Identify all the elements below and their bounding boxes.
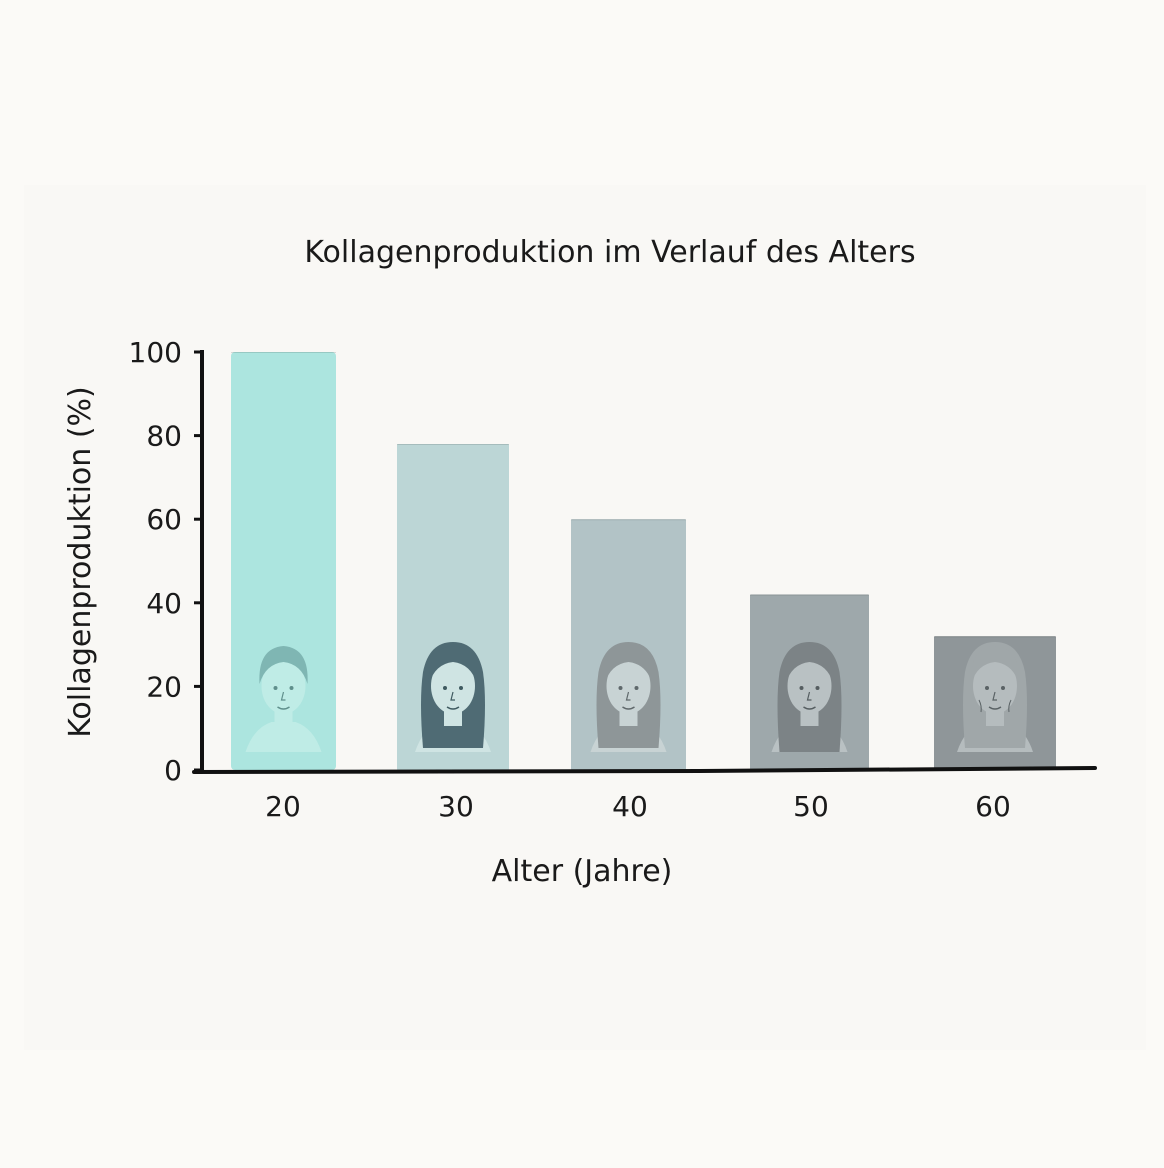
face-eye-right bbox=[289, 686, 294, 690]
chart-title: Kollagenproduktion im Verlauf des Alters bbox=[304, 235, 915, 270]
bar-group bbox=[397, 443, 509, 770]
x-tick-label: 50 bbox=[793, 790, 829, 823]
y-axis-label: Kollagenproduktion (%) bbox=[63, 386, 98, 738]
x-axis-label: Alter (Jahre) bbox=[492, 854, 673, 889]
face-eye-right bbox=[634, 686, 639, 690]
bar-group bbox=[231, 352, 336, 770]
face-eye-left bbox=[273, 686, 278, 690]
face-eye-right bbox=[1001, 686, 1005, 690]
face-nose bbox=[992, 691, 997, 701]
y-tick-label: 40 bbox=[146, 587, 182, 620]
face-hair-top bbox=[604, 646, 653, 684]
middle-aged-woman-face-icon bbox=[771, 642, 848, 752]
x-tick-label: 60 bbox=[975, 790, 1011, 823]
bar-group bbox=[934, 636, 1056, 770]
young-woman-face-icon bbox=[415, 642, 491, 752]
adult-woman-face-icon bbox=[590, 642, 667, 752]
face-shoulders bbox=[245, 722, 322, 752]
bars-layer bbox=[231, 352, 1056, 770]
face-head bbox=[261, 658, 306, 714]
face-hair-top bbox=[259, 646, 308, 684]
bar-group bbox=[571, 519, 686, 770]
face-hair-top bbox=[428, 646, 478, 684]
face-hair-top bbox=[785, 646, 834, 684]
face-mouth bbox=[446, 706, 460, 710]
face-eye-left bbox=[985, 686, 989, 690]
x-tick-label: 40 bbox=[612, 790, 648, 823]
y-tick-label: 0 bbox=[164, 754, 182, 787]
face-hair-top bbox=[970, 646, 1020, 684]
face-mouth bbox=[277, 706, 290, 710]
face-nose bbox=[806, 691, 812, 701]
face-nose bbox=[450, 691, 455, 701]
x-ticks: 20 30 40 50 60 bbox=[265, 790, 1011, 823]
face-mouth bbox=[803, 706, 816, 710]
y-tick-label: 100 bbox=[129, 336, 182, 369]
face-head bbox=[606, 658, 651, 714]
face-eye-left bbox=[618, 686, 623, 690]
bar bbox=[231, 352, 336, 770]
face-mouth bbox=[988, 706, 1002, 710]
face-eye-right bbox=[815, 686, 820, 690]
older-woman-face-icon bbox=[957, 642, 1033, 752]
x-tick-label: 20 bbox=[265, 790, 301, 823]
bar-group bbox=[750, 594, 869, 770]
x-tick-label: 30 bbox=[438, 790, 474, 823]
face-nose bbox=[280, 691, 286, 701]
face-wrinkles bbox=[978, 699, 1012, 713]
face-eye-left bbox=[443, 686, 447, 690]
face-nose bbox=[625, 691, 631, 701]
face-eye-left bbox=[799, 686, 804, 690]
young-face-icon bbox=[245, 646, 322, 752]
face-head bbox=[973, 658, 1017, 714]
face-eye-right bbox=[459, 686, 463, 690]
face-head bbox=[787, 658, 832, 714]
x-axis-line bbox=[192, 766, 1097, 774]
y-tick-label: 20 bbox=[146, 670, 182, 703]
face-mouth bbox=[622, 706, 635, 710]
face-head bbox=[431, 658, 475, 714]
y-tick-label: 60 bbox=[146, 503, 182, 536]
y-tick-label: 80 bbox=[146, 420, 182, 453]
